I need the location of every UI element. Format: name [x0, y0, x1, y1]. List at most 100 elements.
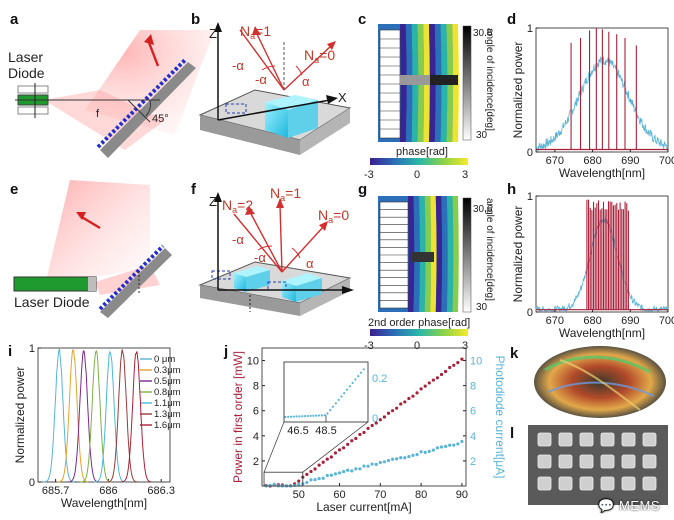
panel-i: i 685.7 686 686.3 0 1 Wavelength[nm] Normalize…: [8, 343, 181, 510]
data-point: [313, 467, 317, 471]
data-point: [362, 464, 366, 468]
order-1-label: Na=1: [240, 23, 271, 41]
y-axis-label: Normalized power: [13, 367, 27, 464]
data-point: [297, 479, 301, 483]
inset-data-point: [340, 395, 343, 398]
data-point: [427, 381, 431, 385]
y2-tick-label: 2: [470, 456, 476, 468]
pillar: [642, 432, 657, 447]
y-tick-label: 8: [253, 381, 259, 393]
inset-data-point: [315, 414, 318, 417]
legend-entry: 1.3μm: [154, 409, 181, 420]
pillar: [642, 476, 657, 491]
phase-tick: -3: [364, 169, 374, 181]
data-point: [305, 480, 309, 485]
inset-y-tick-label: 0.2: [372, 373, 387, 385]
inset-data-point: [326, 412, 329, 415]
inset-data-point: [284, 415, 287, 419]
angle-label: 45°: [152, 113, 169, 125]
phase-tick: 0: [414, 169, 420, 181]
panel-label: f: [191, 181, 197, 198]
zoom-box: [263, 471, 304, 487]
shift-spectrum-line: [43, 347, 75, 483]
data-point: [350, 469, 354, 473]
legend-entry: 1.6μm: [154, 420, 181, 431]
y-tick-label: 0: [527, 307, 533, 319]
data-point: [272, 482, 276, 486]
pillar: [579, 432, 594, 447]
pillar: [579, 476, 594, 491]
pillar: [537, 432, 552, 447]
meta-block: [234, 273, 246, 292]
panel-k: k: [510, 345, 666, 418]
inset-data-point: [357, 375, 360, 378]
data-point: [456, 361, 460, 365]
phase-stripe: [435, 196, 443, 312]
panel-h: h 670 680 690 700 0 1 Wavelength[nm] Normalized…: [507, 181, 674, 340]
phase-stripe: [446, 196, 454, 312]
z-axis-label: Z: [209, 26, 217, 41]
z-axis-label: Z: [209, 194, 217, 209]
inset-data-point: [298, 415, 301, 418]
data-point: [395, 406, 399, 410]
reflected-beam: [85, 30, 215, 135]
neg-alpha-label: -α: [232, 58, 244, 73]
phase-stripe: [441, 196, 448, 312]
panel-label: h: [507, 181, 516, 198]
panel-a: a Laser Diode f 45°: [8, 11, 215, 158]
incident-beam: [44, 90, 165, 150]
y-tick-label: 1: [29, 343, 35, 355]
pillar: [558, 454, 573, 469]
zoom-connector: [263, 421, 285, 473]
legend-entry: 1.1μm: [154, 398, 181, 409]
data-point: [419, 387, 423, 391]
y2-tick-label: 8: [470, 381, 476, 393]
angle-colorbar: [462, 25, 472, 141]
x-tick-label: 690: [621, 315, 639, 327]
phase-tick: 3: [462, 169, 468, 181]
data-point: [354, 436, 358, 441]
panel-c: c 30.6 30 angle of incidence[deg] phase[…: [358, 11, 495, 181]
inset-data-point: [323, 414, 326, 417]
inset-data-point: [309, 414, 312, 417]
data-point: [403, 456, 407, 460]
shift-spectrum-line: [67, 350, 99, 483]
laser-label-1: Laser: [8, 49, 43, 65]
legend-entry: 0.3μm: [154, 365, 181, 376]
spectrum-chart-h: 670 680 690 700 0 1 Wavelength[nm] Normalized p…: [511, 191, 674, 340]
y-tick-label: 2: [253, 456, 259, 468]
x-tick-label: 50: [293, 489, 305, 501]
y-tick-label: 0: [527, 147, 533, 159]
data-point: [317, 476, 321, 481]
x-axis-label: Wavelength[nm]: [559, 166, 645, 180]
phase-tick: 3: [462, 340, 468, 352]
grating-pattern: [98, 244, 165, 311]
meta-block-top: [265, 95, 318, 110]
data-point: [309, 469, 313, 474]
data-point: [374, 462, 378, 467]
x-tick-label: 680: [583, 155, 601, 167]
x-axis-label: Laser current[mA]: [316, 500, 411, 514]
shift-spectrum-line: [120, 351, 152, 483]
data-point: [444, 369, 448, 374]
data-point: [407, 454, 411, 459]
data-point: [297, 482, 301, 486]
shift-spectrum-line: [57, 349, 89, 483]
focal-label: f: [96, 108, 100, 120]
data-point: [382, 415, 386, 419]
order-0-label: Na=0: [304, 47, 335, 65]
watermark: 💬 MEMS: [598, 498, 660, 514]
phase-title: 2nd order phase[rad]: [368, 317, 470, 329]
plot-frame: [37, 347, 171, 483]
pillar: [558, 432, 573, 447]
pillar: [642, 454, 657, 469]
data-point: [346, 468, 350, 472]
panel-label: e: [10, 181, 18, 198]
x-axis-label: Wavelength[nm]: [61, 496, 147, 510]
y-axis-label: Normalized power: [511, 42, 525, 139]
data-point: [313, 477, 317, 482]
data-point: [439, 445, 444, 449]
panel-f: f Z Na=2 Na=1 Na=0 -α -α α: [191, 181, 354, 316]
